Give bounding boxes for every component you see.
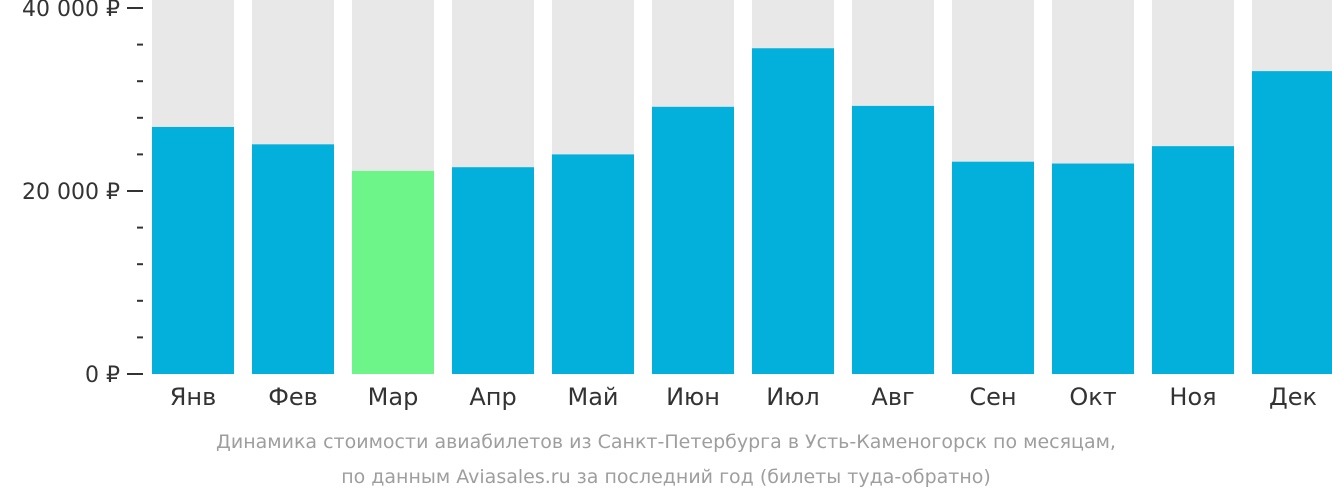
y-tick-label-2: 20 000 ₽: [22, 180, 120, 205]
bar-10: [1052, 163, 1134, 374]
bar-9: [952, 161, 1034, 374]
x-tick-label-10: Окт: [1069, 383, 1116, 411]
x-tick-label-3: Мар: [368, 383, 419, 411]
bar-8: [852, 105, 934, 374]
x-tick-label-7: Июл: [766, 383, 820, 411]
x-tick-label-11: Ноя: [1169, 383, 1216, 411]
bar-4: [452, 167, 534, 374]
y-tick-label-1: 0 ₽: [85, 363, 120, 388]
bar-5: [552, 154, 634, 374]
x-tick-label-2: Фев: [268, 383, 318, 411]
chart-caption-line-1: Динамика стоимости авиабилетов из Санкт-…: [216, 431, 1116, 453]
x-tick-label-4: Апр: [469, 383, 516, 411]
bar-1: [152, 126, 234, 374]
bar-11: [1152, 146, 1234, 374]
x-tick-label-1: Янв: [170, 383, 217, 411]
x-tick-label-12: Дек: [1269, 383, 1317, 411]
bar-7: [752, 48, 834, 374]
bar-3: [352, 170, 434, 374]
bar-2: [252, 144, 334, 374]
x-tick-label-8: Авг: [871, 383, 914, 411]
bar-6: [652, 106, 734, 374]
x-tick-label-5: Май: [567, 383, 618, 411]
y-tick-label-3: 40 000 ₽: [22, 0, 120, 22]
chart-caption-line-2: по данным Aviasales.ru за последний год …: [341, 466, 991, 488]
x-tick-label-6: Июн: [666, 383, 720, 411]
x-tick-label-9: Сен: [969, 383, 1016, 411]
bar-12: [1252, 71, 1332, 374]
